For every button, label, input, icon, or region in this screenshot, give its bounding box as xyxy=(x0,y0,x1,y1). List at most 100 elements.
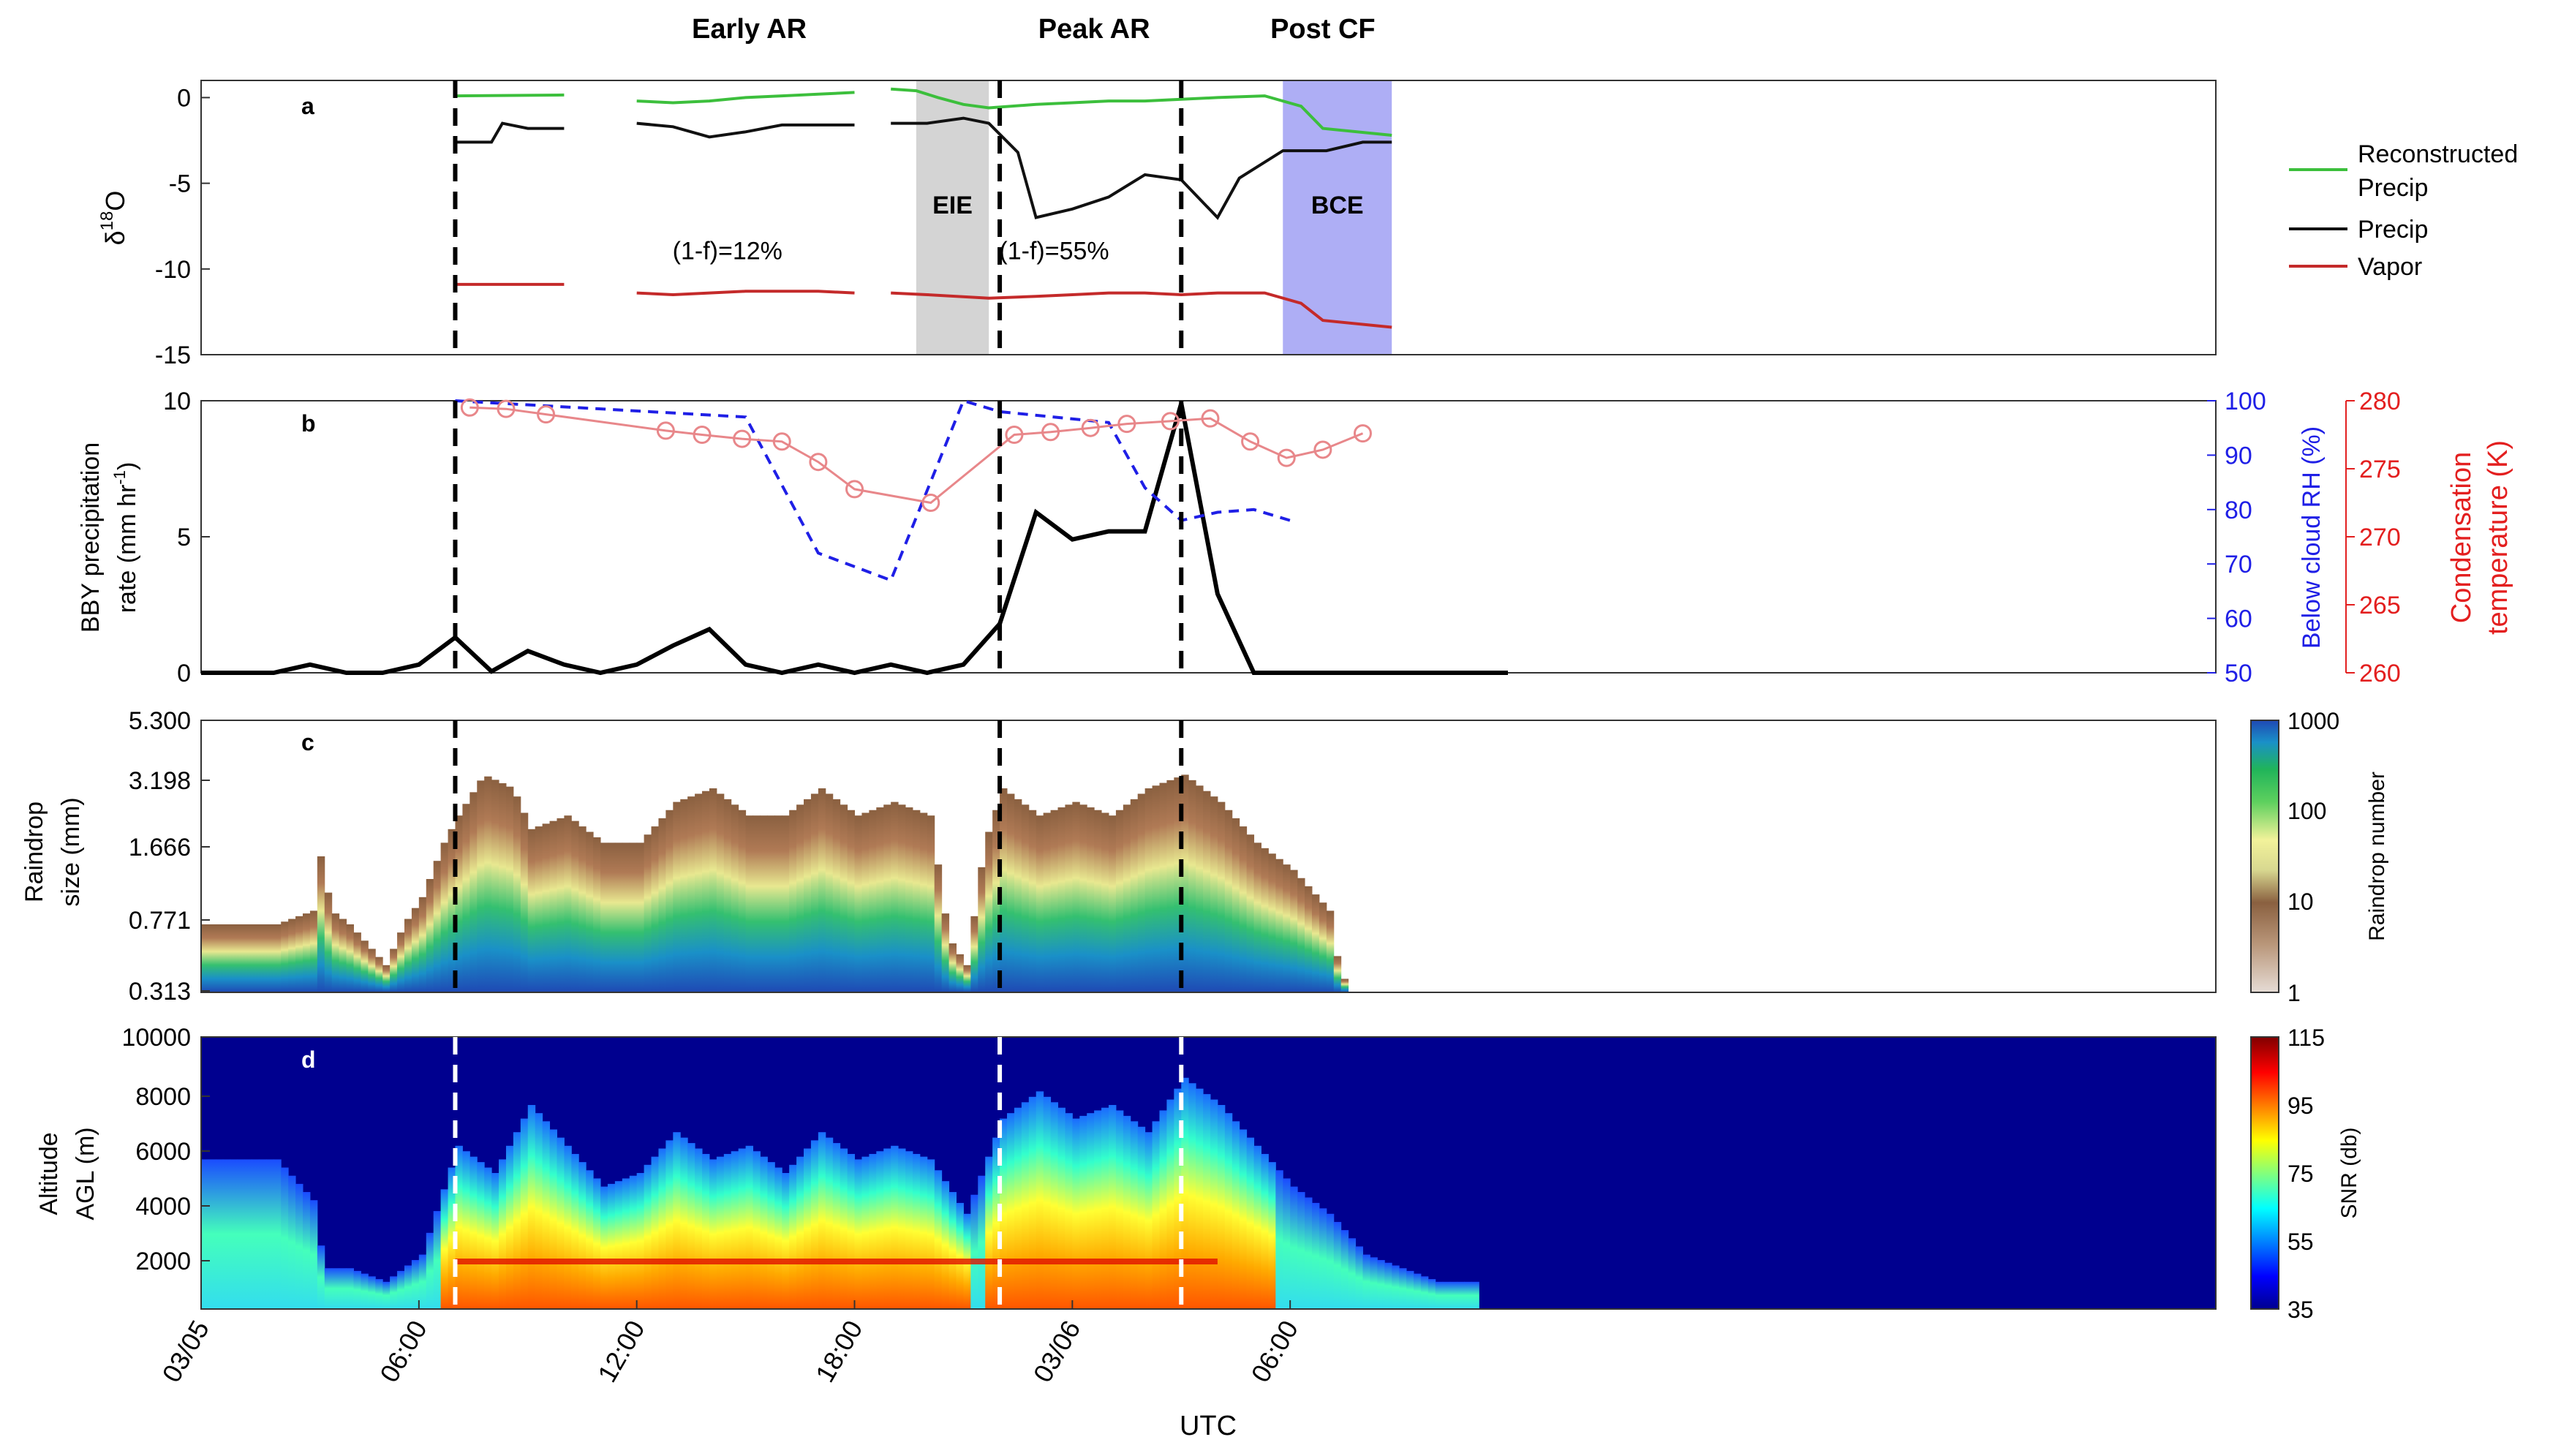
radar-column xyxy=(222,1159,231,1309)
raindrop-column xyxy=(810,793,819,992)
panel-c: 5.300 3.198 1.666 0.771 0.313 c Raindrop siz… xyxy=(20,707,2389,1006)
condensation-temperature-marker xyxy=(1277,448,1296,467)
raindrop-column xyxy=(491,780,499,992)
raindrop-column xyxy=(702,791,710,992)
radar-column xyxy=(230,1159,238,1309)
radar-column xyxy=(948,1192,957,1309)
raindrop-column xyxy=(1311,894,1320,992)
raindrop-column xyxy=(963,965,971,992)
series-precip-segment xyxy=(636,121,855,139)
raindrop-column xyxy=(542,823,551,992)
condensation-temperature-marker xyxy=(460,398,479,417)
radar-column xyxy=(883,1148,891,1309)
raindrop-column xyxy=(499,783,507,992)
panel-b-rh-tick-label: 90 xyxy=(2225,442,2252,469)
radar-column xyxy=(433,1211,442,1309)
panel-a-series xyxy=(455,87,1392,329)
radar-column xyxy=(1181,1077,1189,1309)
x-axis-label: UTC xyxy=(1180,1411,1237,1441)
panel-a-annotation: (1-f)=55% xyxy=(999,237,1109,265)
series-condensation-temperature xyxy=(469,406,1364,505)
raindrop-column xyxy=(948,943,957,992)
raindrop-column xyxy=(1340,978,1349,992)
raindrop-column xyxy=(1217,801,1226,992)
radar-column xyxy=(1036,1091,1044,1309)
raindrop-column xyxy=(695,793,703,992)
radar-column xyxy=(1072,1118,1080,1309)
panel-d-ytick-label: 2000 xyxy=(135,1248,191,1275)
panel-d: 10000 8000 6000 4000 2000 d Altitude AGL (m)… xyxy=(35,1024,2361,1323)
radar-column xyxy=(832,1143,841,1309)
condensation-temperature-marker xyxy=(845,480,864,499)
radar-column xyxy=(331,1268,340,1309)
raindrop-column xyxy=(992,810,1000,992)
radar-column xyxy=(825,1137,834,1309)
radar-column xyxy=(1196,1088,1204,1309)
legend-label-vapor: Vapor xyxy=(2358,253,2422,281)
x-tick-label: 06:00 xyxy=(1245,1316,1305,1388)
raindrop-column xyxy=(1007,793,1015,992)
legend-label-reconstructed-line1: Reconstructed xyxy=(2358,140,2518,168)
raindrop-column xyxy=(1144,788,1153,992)
radar-column xyxy=(978,1175,986,1309)
panel-b-rh-tick-label: 70 xyxy=(2225,551,2252,578)
radar-column xyxy=(738,1148,747,1309)
radar-column xyxy=(1283,1178,1291,1309)
radar-column xyxy=(252,1159,260,1309)
radar-column xyxy=(1130,1121,1139,1309)
raindrop-column xyxy=(891,801,899,992)
radar-column xyxy=(934,1170,943,1309)
radar-column xyxy=(578,1162,586,1309)
radar-column xyxy=(1144,1132,1153,1309)
radar-column xyxy=(1275,1170,1283,1309)
radar-column xyxy=(840,1148,848,1309)
panel-a-frame xyxy=(200,80,2217,355)
raindrop-column xyxy=(644,834,652,992)
radar-column xyxy=(804,1148,812,1309)
raindrop-column xyxy=(636,842,645,992)
radar-column xyxy=(636,1173,645,1309)
radar-column xyxy=(215,1159,224,1309)
raindrop-column xyxy=(564,815,572,992)
radar-column xyxy=(339,1268,347,1309)
radar-column xyxy=(629,1175,638,1309)
panel-b-series xyxy=(201,398,1508,676)
raindrop-column xyxy=(927,815,935,992)
radar-column xyxy=(1115,1110,1124,1309)
raindrop-column xyxy=(614,842,623,992)
shaded-region-eie xyxy=(916,80,989,355)
radar-column xyxy=(687,1143,695,1309)
radar-column xyxy=(1384,1262,1392,1309)
panel-b-right-label-temp-2: temperature (K) xyxy=(2483,440,2513,635)
panel-a-annotation: (1-f)=12% xyxy=(673,237,782,265)
series-precip-segment xyxy=(455,121,565,144)
panel-c-ytick-label: 0.313 xyxy=(129,978,191,1006)
panel-b-right-label-temp-1: Condensation xyxy=(2446,452,2477,624)
radar-column xyxy=(716,1156,725,1309)
raindrop-column xyxy=(346,924,354,992)
panel-d-ytick-label: 8000 xyxy=(135,1083,191,1111)
radar-column xyxy=(201,1159,209,1309)
x-axis-ticks: 03/05 06:00 12:00 18:00 03/06 06:00 xyxy=(156,1300,1304,1387)
radar-column xyxy=(586,1170,594,1309)
raindrop-column xyxy=(418,897,427,992)
raindrop-column xyxy=(368,948,376,992)
radar-column xyxy=(1362,1254,1370,1309)
radar-column xyxy=(448,1167,456,1309)
radar-column xyxy=(1427,1279,1436,1309)
series-reconstructed-precip-segment xyxy=(455,93,565,98)
period-label-early-ar: Early AR xyxy=(692,14,807,45)
radar-column xyxy=(1094,1110,1102,1309)
raindrop-column xyxy=(237,924,246,992)
radar-column xyxy=(745,1145,754,1309)
radar-column xyxy=(614,1181,623,1309)
radar-column xyxy=(1333,1221,1342,1309)
raindrop-column xyxy=(1043,812,1052,992)
radar-column xyxy=(1392,1265,1400,1309)
raindrop-column xyxy=(774,815,782,992)
radar-column xyxy=(1152,1121,1160,1309)
raindrop-column xyxy=(288,919,296,992)
raindrop-column xyxy=(390,948,398,992)
radar-column xyxy=(905,1151,913,1309)
period-labels: Early AR Peak AR Post CF xyxy=(692,14,1376,45)
